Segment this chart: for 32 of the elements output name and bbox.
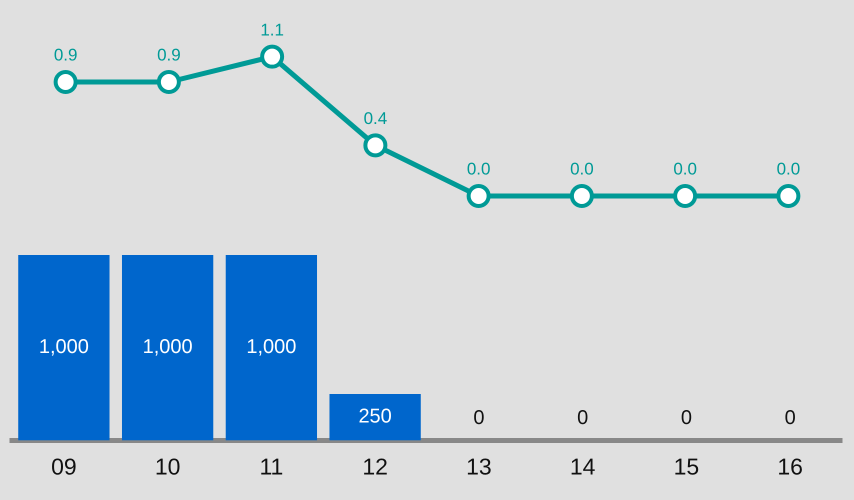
point bbox=[570, 184, 594, 208]
data-label: 0.0 bbox=[466, 160, 490, 179]
data-label: 1,000 bbox=[246, 336, 296, 358]
point bbox=[673, 184, 698, 208]
data-label: 0.4 bbox=[364, 109, 388, 128]
x-tick-label: 12 bbox=[362, 454, 388, 480]
x-tick-label: 13 bbox=[466, 454, 492, 480]
point bbox=[156, 70, 181, 94]
x-tick-label: 14 bbox=[570, 454, 596, 480]
x-tick-label: 10 bbox=[154, 454, 180, 480]
x-tick-label: 16 bbox=[777, 454, 803, 480]
point bbox=[776, 184, 800, 208]
data-label: 1.1 bbox=[260, 20, 284, 40]
x-tick-label: 09 bbox=[51, 454, 77, 480]
data-label: 0.9 bbox=[54, 46, 78, 65]
data-label: 0.0 bbox=[570, 160, 594, 179]
x-tick-label: 11 bbox=[259, 454, 284, 480]
data-label: 0 bbox=[473, 406, 484, 429]
data-label: 1,000 bbox=[38, 336, 89, 358]
point bbox=[466, 184, 491, 208]
data-label: 250 bbox=[358, 406, 392, 428]
point bbox=[363, 133, 388, 158]
data-label: 0 bbox=[577, 406, 588, 429]
data-label: 0.9 bbox=[157, 46, 181, 65]
data-label: 1,000 bbox=[142, 336, 193, 358]
data-label: 0 bbox=[680, 406, 692, 429]
data-label: 0.0 bbox=[776, 160, 800, 179]
point bbox=[260, 44, 284, 69]
data-label: 0 bbox=[784, 406, 796, 429]
point bbox=[54, 70, 78, 94]
data-label: 0.0 bbox=[673, 160, 697, 179]
x-tick-label: 15 bbox=[674, 454, 700, 480]
